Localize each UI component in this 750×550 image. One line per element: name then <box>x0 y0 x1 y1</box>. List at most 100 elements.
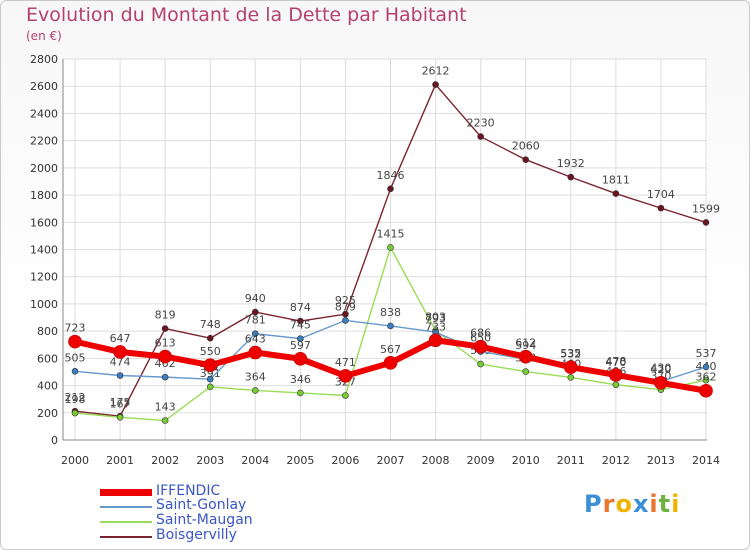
point-boisgervilly <box>297 317 304 325</box>
point-saint-maugan <box>161 417 169 424</box>
x-tick-label: 2009 <box>467 454 495 467</box>
legend-swatch <box>100 506 152 508</box>
data-label-saint-maugan: 803 <box>425 311 446 324</box>
point-boisgervilly <box>522 156 530 163</box>
x-tick-label: 2002 <box>151 454 179 467</box>
data-label-saint-maugan: 198 <box>65 393 86 406</box>
point-saint-maugan <box>567 374 575 381</box>
point-saint-gonlay <box>702 363 710 371</box>
data-label-boisgervilly: 748 <box>200 318 221 331</box>
point-iffendic <box>158 349 172 364</box>
data-label-iffendic: 733 <box>425 320 446 333</box>
y-tick-label: 0 <box>51 434 58 447</box>
point-iffendic <box>518 349 533 364</box>
y-tick-label: 1200 <box>30 271 58 284</box>
data-label-saint-gonlay: 505 <box>65 351 86 364</box>
y-tick-label: 1600 <box>30 216 58 229</box>
y-tick-label: 400 <box>37 380 58 393</box>
y-tick-label: 2400 <box>30 107 58 120</box>
point-saint-gonlay <box>251 330 259 338</box>
point-saint-gonlay <box>387 322 394 330</box>
data-label-saint-gonlay: 879 <box>335 300 356 313</box>
logo-letter: t <box>658 490 672 518</box>
data-label-saint-gonlay: 532 <box>560 348 581 361</box>
legend-label: Boisgervilly <box>156 527 237 543</box>
point-iffendic <box>113 345 127 359</box>
data-label-saint-maugan: 143 <box>155 401 176 414</box>
point-iffendic <box>473 339 488 354</box>
point-saint-maugan <box>116 413 124 421</box>
point-saint-maugan <box>612 381 620 389</box>
logo-letter: P <box>584 490 603 518</box>
data-label-boisgervilly: 2230 <box>467 117 495 130</box>
data-label-iffendic: 647 <box>110 332 131 345</box>
point-iffendic <box>68 334 82 349</box>
point-saint-maugan <box>477 360 484 368</box>
point-saint-gonlay <box>297 335 304 342</box>
logo-letter: x <box>632 490 650 518</box>
y-tick-label: 1800 <box>30 189 58 202</box>
y-tick-label: 2800 <box>30 53 58 66</box>
point-saint-maugan <box>71 409 79 417</box>
point-boisgervilly <box>161 325 169 332</box>
y-tick-label: 1400 <box>30 244 58 257</box>
data-label-iffendic: 362 <box>696 371 717 384</box>
point-saint-gonlay <box>71 367 79 375</box>
legend-swatch <box>100 536 152 538</box>
chart-title: Evolution du Montant de la Dette par Hab… <box>26 4 467 26</box>
data-label-saint-gonlay: 745 <box>290 319 311 332</box>
data-label-boisgervilly: 1811 <box>602 174 630 187</box>
point-boisgervilly <box>612 190 620 197</box>
data-label-iffendic: 643 <box>245 333 266 346</box>
data-label-boisgervilly: 2612 <box>422 65 450 78</box>
point-saint-maugan <box>342 392 349 399</box>
data-label-saint-gonlay: 470 <box>605 356 626 369</box>
data-label-iffendic: 471 <box>335 356 356 369</box>
y-tick-label: 600 <box>37 352 58 365</box>
data-label-boisgervilly: 1599 <box>692 202 720 215</box>
data-label-iffendic: 535 <box>560 347 581 360</box>
x-tick-label: 2001 <box>106 454 134 467</box>
data-label-iffendic: 478 <box>605 355 626 368</box>
point-saint-maugan <box>206 383 214 391</box>
data-label-saint-gonlay: 594 <box>515 339 536 352</box>
data-label-iffendic: 567 <box>380 343 401 356</box>
point-saint-maugan <box>702 376 710 384</box>
point-saint-maugan <box>522 368 530 375</box>
y-tick-label: 2200 <box>30 135 58 148</box>
point-iffendic <box>699 383 713 398</box>
x-tick-label: 2003 <box>196 454 224 467</box>
logo-letter: i <box>649 490 659 518</box>
x-tick-label: 2013 <box>647 454 675 467</box>
point-iffendic <box>248 345 263 360</box>
x-tick-label: 2008 <box>422 454 450 467</box>
data-label-saint-gonlay: 537 <box>696 347 717 360</box>
logo-letter: i <box>671 490 681 518</box>
legend-swatch <box>100 521 152 523</box>
data-label-boisgervilly: 940 <box>245 292 266 305</box>
legend-label: Saint-Maugan <box>156 512 253 528</box>
data-label-saint-maugan: 346 <box>290 373 311 386</box>
data-label-iffendic: 613 <box>155 337 176 350</box>
point-saint-gonlay <box>116 372 124 379</box>
point-saint-gonlay <box>161 373 169 381</box>
point-saint-maugan <box>387 244 394 251</box>
data-label-saint-gonlay: 781 <box>245 314 266 327</box>
y-tick-label: 2000 <box>30 162 58 175</box>
point-iffendic <box>654 376 668 390</box>
point-saint-gonlay <box>342 317 349 324</box>
point-iffendic <box>428 333 443 348</box>
point-iffendic <box>563 360 578 375</box>
x-tick-label: 2006 <box>331 454 359 467</box>
data-label-boisgervilly: 2060 <box>512 140 540 153</box>
point-boisgervilly <box>657 204 665 212</box>
point-iffendic <box>293 351 308 366</box>
legend-label: Saint-Gonlay <box>156 497 247 513</box>
legend-label: IFFENDIC <box>156 483 221 499</box>
x-tick-label: 2012 <box>602 454 630 467</box>
x-tick-label: 2007 <box>377 454 405 467</box>
point-iffendic <box>203 358 218 372</box>
data-label-iffendic: 550 <box>200 345 221 358</box>
data-label-boisgervilly: 1846 <box>377 169 405 182</box>
y-tick-label: 1000 <box>30 298 58 311</box>
